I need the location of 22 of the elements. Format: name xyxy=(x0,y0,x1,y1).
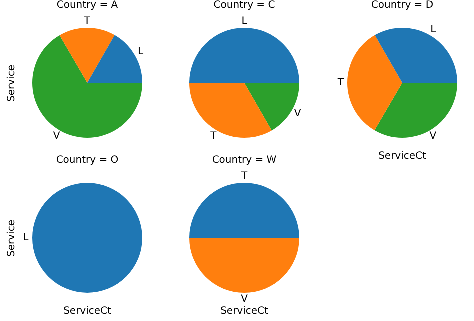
slice-label: T xyxy=(240,170,248,182)
chart-title: Country = C xyxy=(212,0,276,11)
text: ServiceCt xyxy=(220,306,270,317)
text: Service xyxy=(6,219,18,259)
slice-label: L xyxy=(242,16,248,27)
slice-label: L xyxy=(138,46,144,58)
slice-label: V xyxy=(430,131,437,142)
slice-label: L xyxy=(430,24,437,36)
text: ServiceCt xyxy=(378,151,428,162)
slice-label: T xyxy=(210,130,218,142)
chart-title: Country = W xyxy=(211,155,278,166)
slice-label: T xyxy=(83,16,92,27)
slice-label: V xyxy=(53,131,60,142)
chart-title: Country = D xyxy=(370,0,435,11)
slice-label: T xyxy=(336,77,345,88)
slice-label: L xyxy=(23,232,30,244)
slice-label: V xyxy=(294,108,302,120)
slice-label: V xyxy=(241,294,248,306)
chart-title: Country = A xyxy=(56,0,120,11)
chart-title: Country = O xyxy=(55,155,120,166)
text: ServiceCt xyxy=(62,306,112,317)
text: Service xyxy=(6,64,18,104)
